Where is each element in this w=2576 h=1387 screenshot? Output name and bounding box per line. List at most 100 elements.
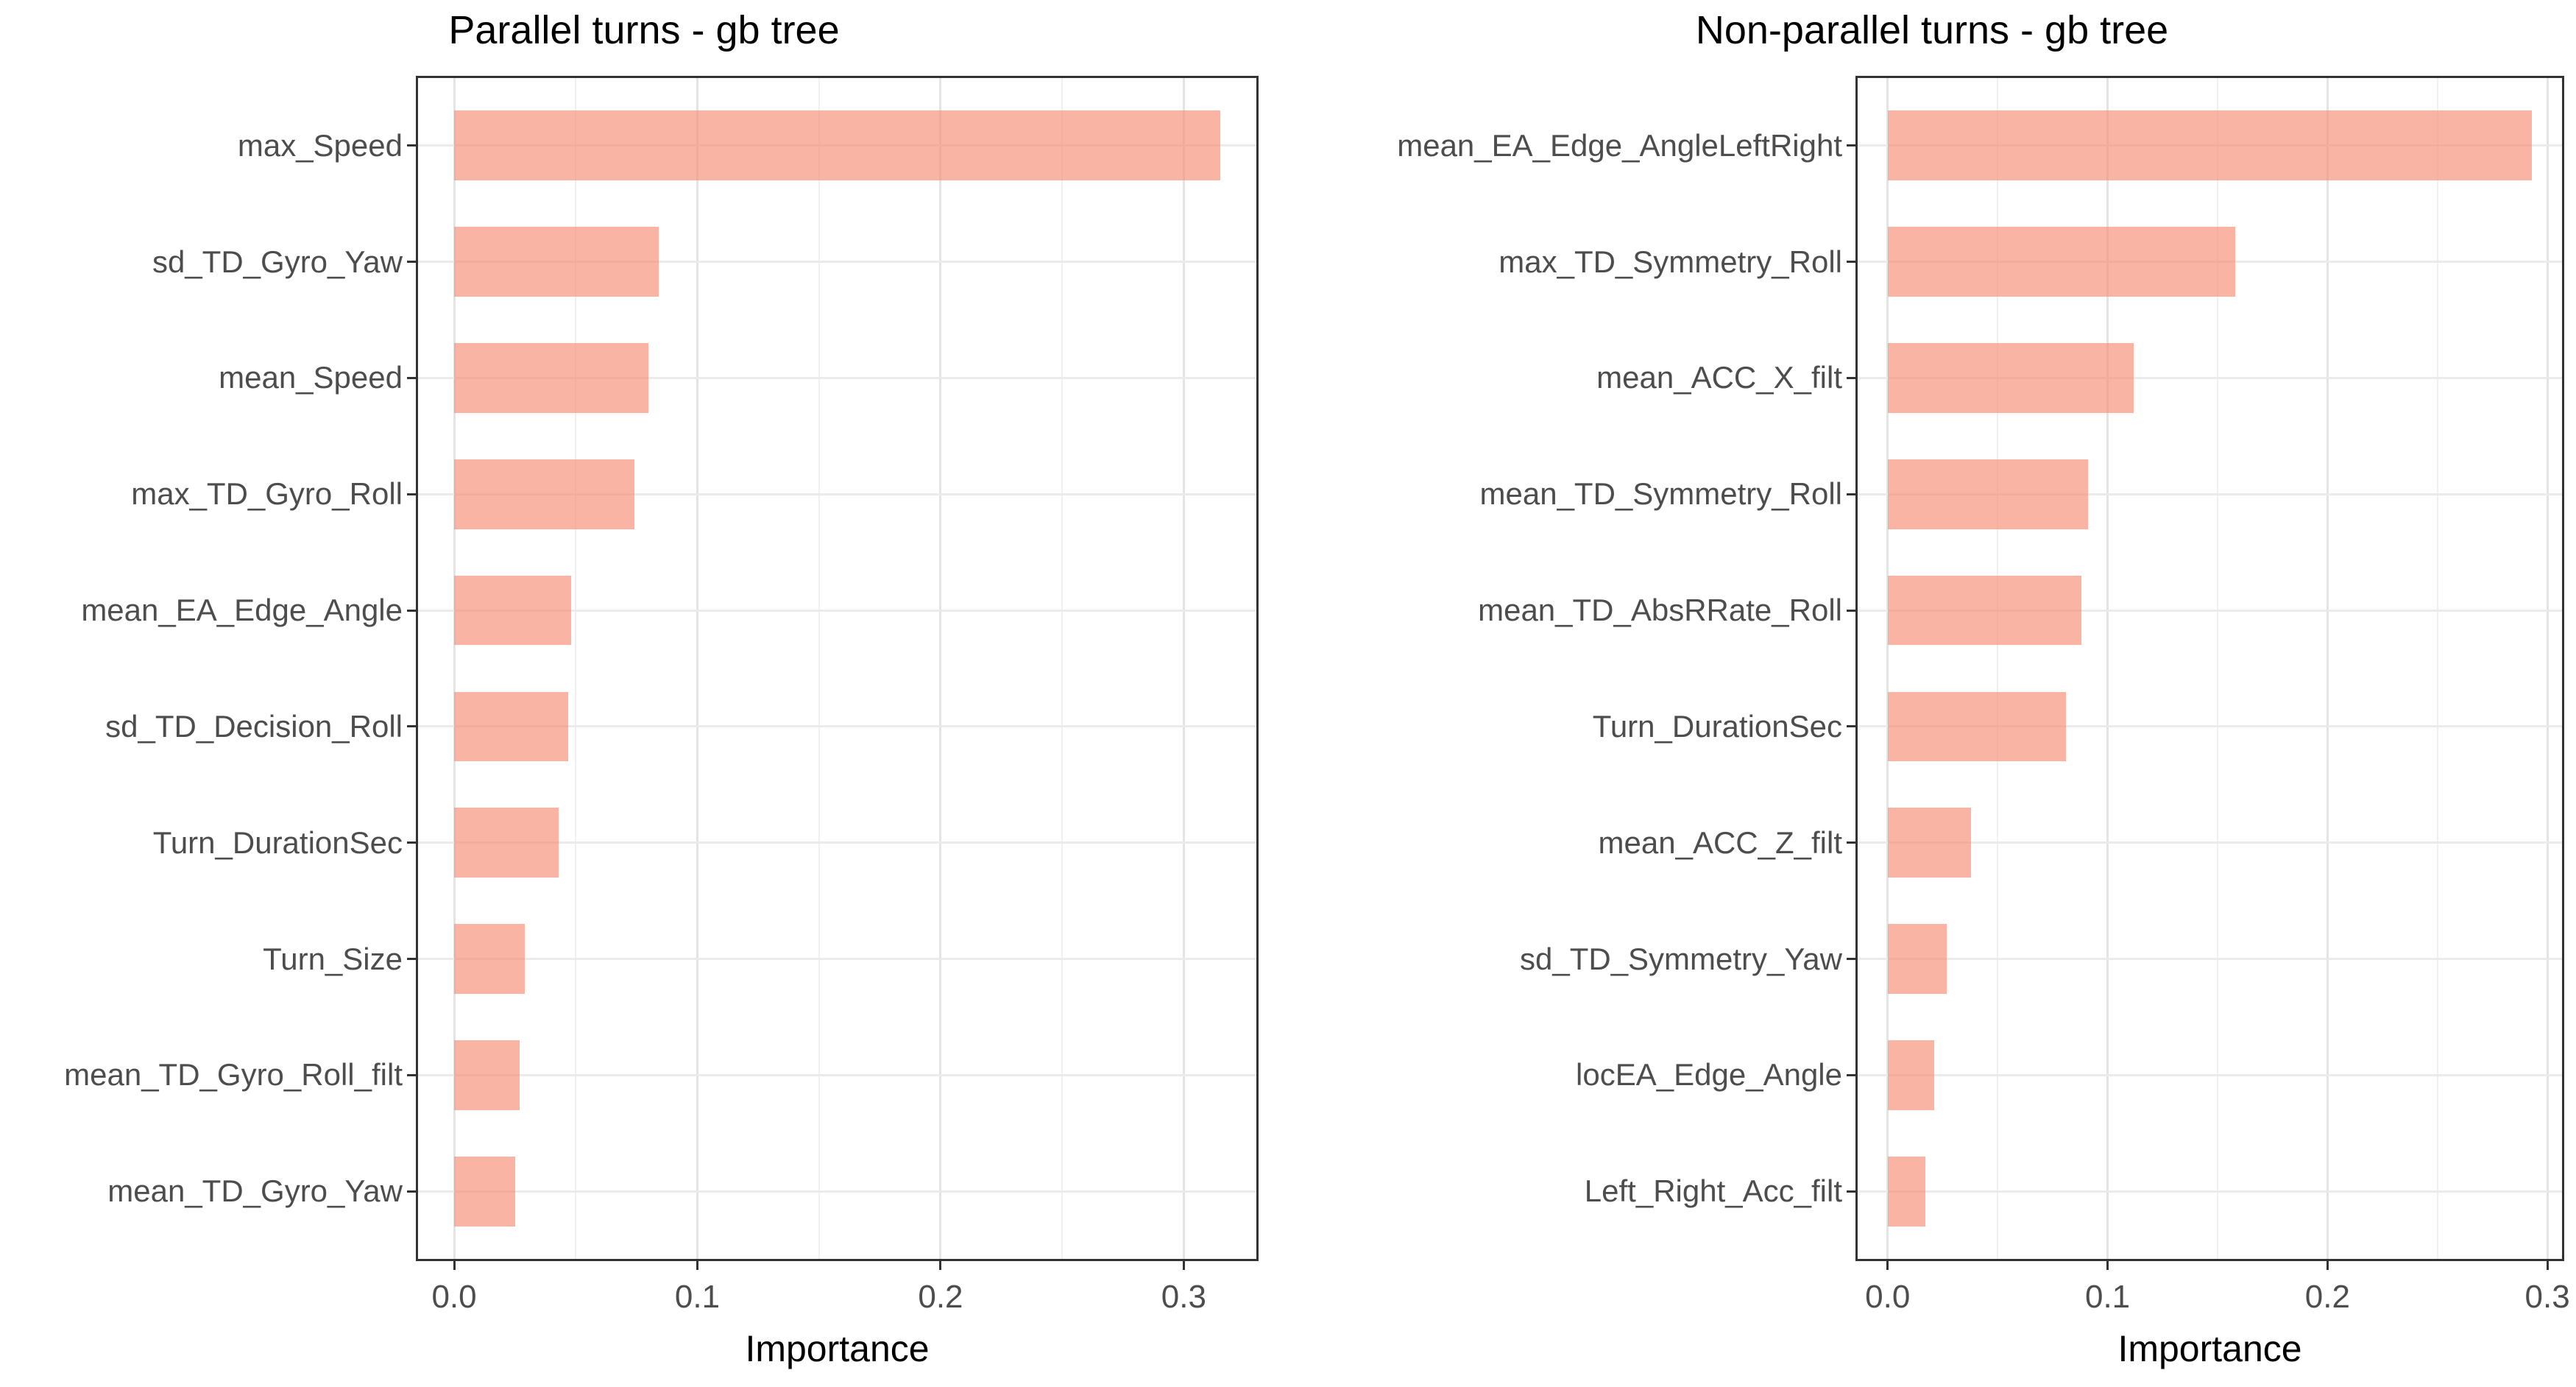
category-gridline bbox=[416, 841, 1259, 844]
plot-panel bbox=[1855, 76, 2564, 1261]
category-gridline bbox=[1855, 1073, 2564, 1076]
importance-bar bbox=[1887, 1156, 1925, 1227]
x-tick bbox=[939, 1261, 942, 1270]
category-gridline bbox=[1855, 493, 2564, 495]
x-tick bbox=[2326, 1261, 2329, 1270]
y-tick bbox=[1847, 841, 1855, 844]
importance-bar bbox=[1887, 924, 1947, 994]
y-axis-label: mean_TD_Gyro_Yaw bbox=[107, 1174, 403, 1209]
y-axis-label: mean_TD_Symmetry_Roll bbox=[1479, 476, 1842, 512]
x-tick-label: 0.2 bbox=[918, 1279, 963, 1315]
importance-bar bbox=[1887, 808, 1972, 878]
x-tick-label: 0.3 bbox=[1161, 1279, 1206, 1315]
importance-bar bbox=[454, 924, 525, 994]
importance-bar bbox=[454, 808, 559, 878]
importance-bar bbox=[1887, 1040, 1934, 1110]
y-axis-label: Turn_DurationSec bbox=[1592, 708, 1842, 744]
major-gridline bbox=[1182, 76, 1185, 1261]
y-tick bbox=[407, 841, 416, 844]
category-gridline bbox=[416, 1073, 1259, 1076]
x-tick-label: 0.0 bbox=[1865, 1279, 1911, 1315]
chart-title: Parallel turns - gb tree bbox=[448, 8, 840, 52]
importance-bar bbox=[454, 575, 571, 646]
y-axis-label: max_TD_Gyro_Roll bbox=[131, 476, 403, 512]
minor-gridline bbox=[575, 76, 577, 1261]
category-gridline bbox=[416, 1190, 1259, 1193]
x-tick bbox=[1886, 1261, 1889, 1270]
category-gridline bbox=[416, 493, 1259, 495]
major-gridline bbox=[453, 76, 456, 1261]
x-tick-label: 0.1 bbox=[674, 1279, 721, 1315]
y-axis-label: max_Speed bbox=[237, 127, 403, 163]
importance-bar bbox=[454, 691, 569, 762]
y-tick bbox=[407, 376, 416, 379]
category-gridline bbox=[1855, 841, 2564, 844]
x-axis-title: Importance bbox=[2117, 1328, 2302, 1369]
y-tick bbox=[407, 1190, 416, 1193]
y-tick bbox=[1847, 1073, 1855, 1076]
y-tick bbox=[1847, 144, 1855, 147]
importance-bar bbox=[454, 110, 1220, 181]
y-axis-label: sd_TD_Gyro_Yaw bbox=[152, 244, 403, 279]
y-axis-label: max_TD_Symmetry_Roll bbox=[1498, 244, 1842, 279]
major-gridline bbox=[939, 76, 942, 1261]
x-tick-label: 0.2 bbox=[2304, 1279, 2350, 1315]
x-tick bbox=[696, 1261, 698, 1270]
y-axis-label: mean_ACC_X_filt bbox=[1596, 360, 1842, 395]
category-gridline bbox=[416, 958, 1259, 961]
parallel-turns-chart: Parallel turns - gb tree Importance max_… bbox=[64, 8, 1259, 1369]
x-axis-title: Importance bbox=[745, 1328, 930, 1369]
y-axis-label: Left_Right_Acc_filt bbox=[1584, 1174, 1842, 1209]
y-axis-label: locEA_Edge_Angle bbox=[1576, 1057, 1842, 1093]
importance-bar bbox=[1887, 575, 2081, 646]
importance-bar bbox=[454, 1040, 520, 1110]
non-parallel-turns-chart: Non-parallel turns - gb tree Importance … bbox=[1288, 0, 2576, 1387]
y-tick bbox=[407, 1073, 416, 1076]
y-tick bbox=[407, 609, 416, 612]
category-gridline bbox=[416, 376, 1259, 379]
category-gridline bbox=[416, 609, 1259, 612]
category-gridline bbox=[416, 261, 1259, 264]
y-tick bbox=[407, 958, 416, 961]
x-tick-label: 0.1 bbox=[2084, 1279, 2131, 1315]
y-axis-label: mean_TD_Gyro_Roll_filt bbox=[64, 1057, 403, 1093]
importance-bar bbox=[1887, 110, 2533, 181]
chart-title: Non-parallel turns - gb tree bbox=[1695, 8, 2169, 52]
major-gridline bbox=[2546, 76, 2549, 1261]
y-axis-label: mean_TD_AbsRRate_Roll bbox=[1478, 593, 1842, 628]
category-gridline bbox=[1855, 609, 2564, 612]
y-tick bbox=[1847, 493, 1855, 495]
y-tick bbox=[1847, 376, 1855, 379]
importance-bar bbox=[454, 459, 634, 529]
importance-bar bbox=[1887, 227, 2235, 297]
major-gridline bbox=[2106, 76, 2109, 1261]
x-tick bbox=[2106, 1261, 2109, 1270]
y-tick bbox=[1847, 1190, 1855, 1193]
major-gridline bbox=[1886, 76, 1889, 1261]
minor-gridline bbox=[818, 76, 820, 1261]
x-tick bbox=[1182, 1261, 1185, 1270]
y-axis-label: mean_EA_Edge_AngleLeftRight bbox=[1397, 127, 1842, 163]
y-axis-label: sd_TD_Symmetry_Yaw bbox=[1519, 941, 1842, 976]
major-gridline bbox=[2326, 76, 2329, 1261]
category-gridline bbox=[416, 725, 1259, 728]
minor-gridline bbox=[2436, 76, 2438, 1261]
category-gridline bbox=[1855, 958, 2564, 961]
importance-bar bbox=[454, 343, 649, 413]
y-tick bbox=[1847, 958, 1855, 961]
minor-gridline bbox=[2216, 76, 2218, 1261]
category-gridline bbox=[1855, 1190, 2564, 1193]
y-tick bbox=[1847, 609, 1855, 612]
category-gridline bbox=[1855, 376, 2564, 379]
y-axis-label: mean_Speed bbox=[219, 360, 403, 395]
y-tick bbox=[1847, 261, 1855, 264]
minor-gridline bbox=[1061, 76, 1064, 1261]
y-tick bbox=[407, 725, 416, 728]
y-axis-label: mean_EA_Edge_Angle bbox=[81, 593, 403, 628]
y-tick bbox=[407, 144, 416, 147]
y-tick bbox=[1847, 725, 1855, 728]
y-tick bbox=[407, 493, 416, 495]
importance-bar bbox=[454, 227, 659, 297]
minor-gridline bbox=[1997, 76, 1999, 1261]
